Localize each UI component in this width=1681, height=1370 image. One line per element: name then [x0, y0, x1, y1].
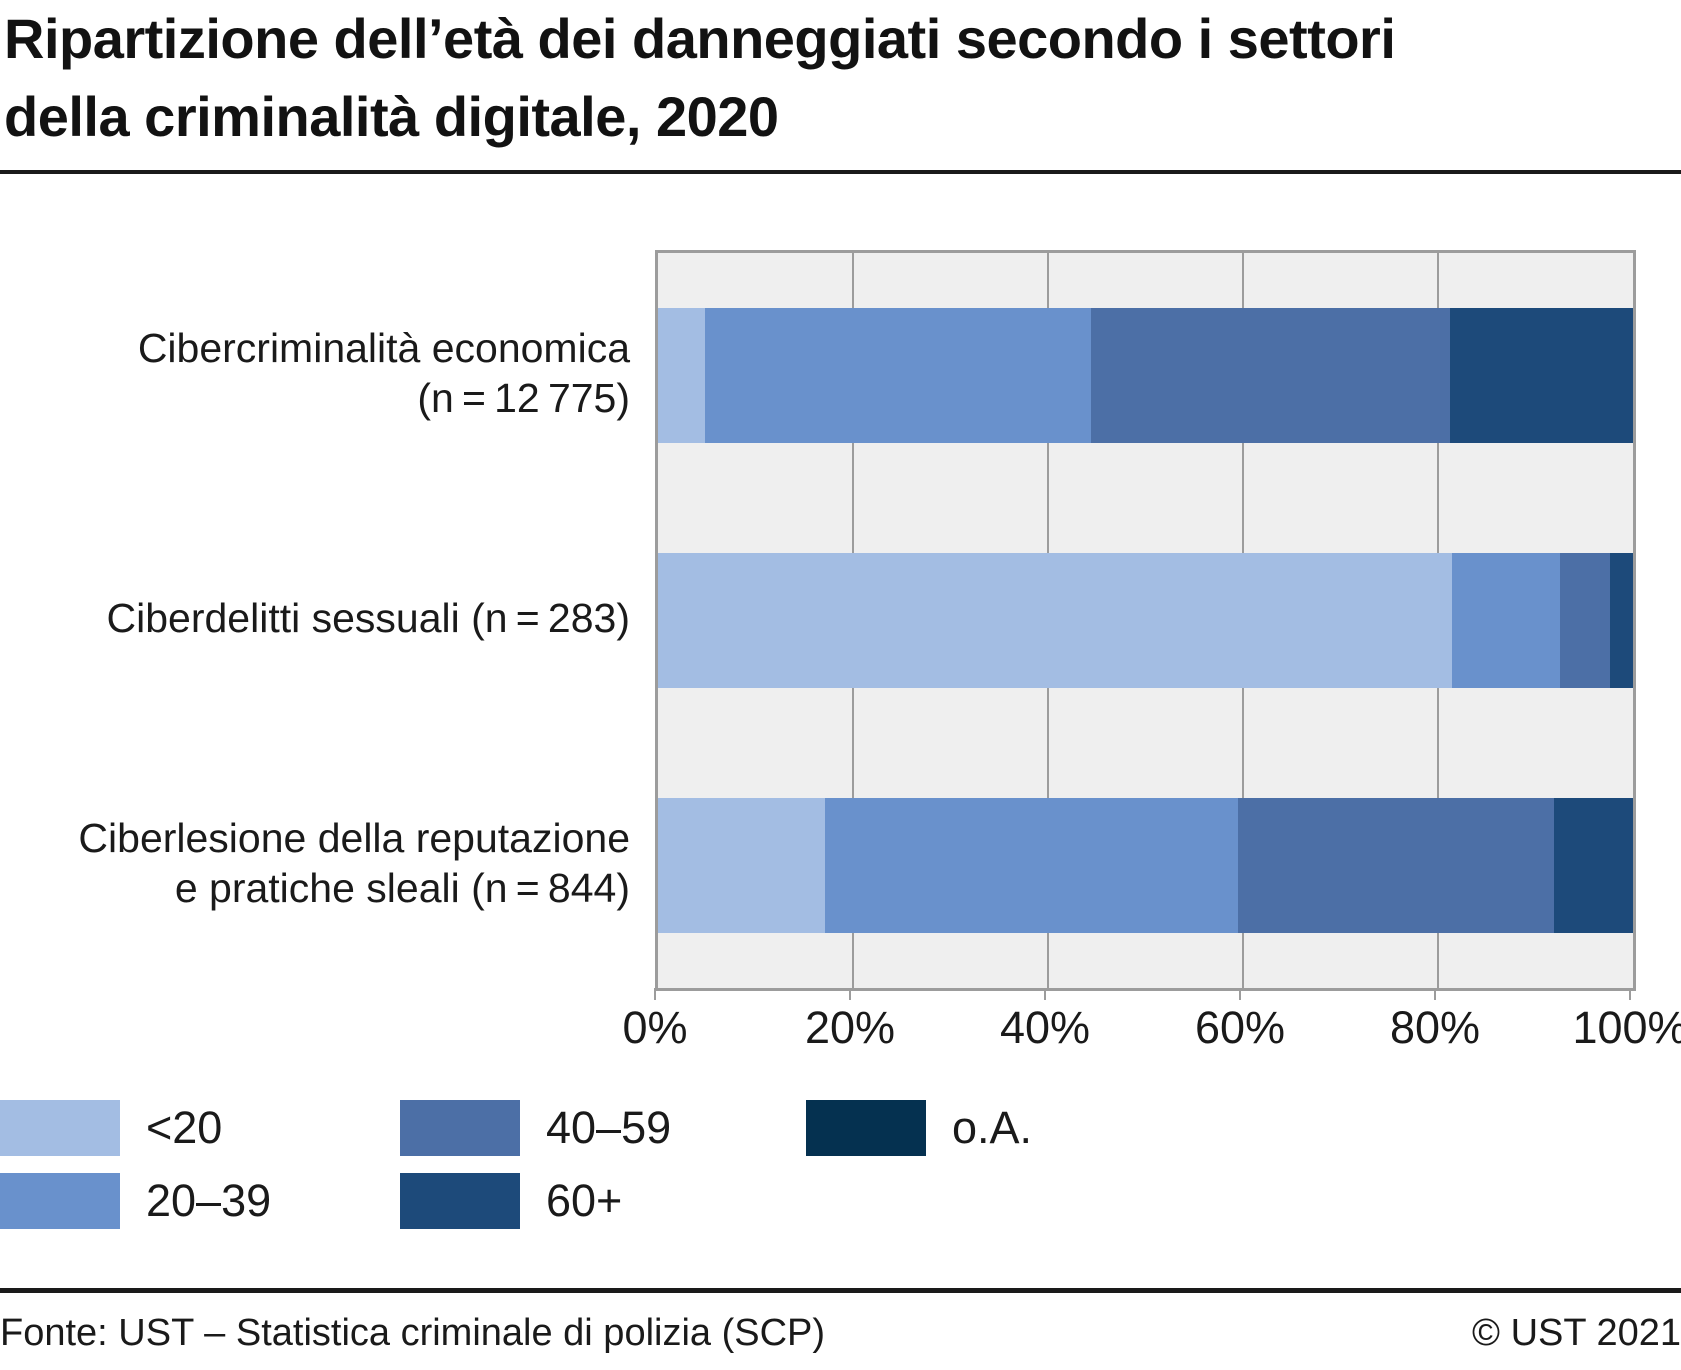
category-label-1: Cibercriminalità economica (n = 12 775) — [137, 324, 630, 421]
x-tick-label-80%: 80% — [1389, 1002, 1481, 1053]
bar-segment-<20 — [658, 798, 825, 933]
bar-segment-40–59 — [1090, 308, 1450, 443]
bar-segment-40–59 — [1559, 553, 1610, 688]
legend-label-40–59: 40–59 — [546, 1102, 672, 1153]
bar-segment-60+ — [1449, 308, 1633, 443]
bar-segment-60+ — [1609, 553, 1633, 688]
title-divider — [0, 170, 1681, 174]
x-tick-40% — [1044, 988, 1046, 1000]
x-tick-label-20%: 20% — [804, 1002, 896, 1053]
x-tick-100% — [1629, 988, 1631, 1000]
x-tick-label-0%: 0% — [622, 1002, 688, 1053]
legend-swatch-o.A. — [806, 1100, 926, 1156]
copyright-note: © UST 2021 — [1472, 1312, 1681, 1354]
plot-area — [655, 250, 1636, 991]
x-tick-20% — [849, 988, 851, 1000]
legend-swatch-20–39 — [0, 1173, 120, 1229]
x-tick-label-100%: 100% — [1572, 1002, 1681, 1053]
bar-row-3 — [658, 798, 1633, 933]
legend-label-60+: 60+ — [546, 1175, 623, 1226]
category-label-3: Ciberlesione della reputazione e pratich… — [78, 814, 630, 911]
source-note: Fonte: UST – Statistica criminale di pol… — [0, 1312, 826, 1354]
legend-label-o.A.: o.A. — [952, 1102, 1033, 1153]
bar-row-1 — [658, 308, 1633, 443]
category-label-2: Ciberdelitti sessuali (n = 283) — [106, 594, 630, 641]
footer: Fonte: UST – Statistica criminale di pol… — [0, 1312, 1681, 1355]
bar-segment-40–59 — [1238, 798, 1554, 933]
bar-segment-20–39 — [704, 308, 1091, 443]
legend-swatch-40–59 — [400, 1100, 520, 1156]
legend-label-20–39: 20–39 — [146, 1175, 272, 1226]
legend-swatch-<20 — [0, 1100, 120, 1156]
chart-title: Ripartizione dell’età dei danneggiati se… — [4, 7, 1396, 148]
bar-segment-20–39 — [1451, 553, 1560, 688]
bar-segment-60+ — [1554, 798, 1633, 933]
x-tick-80% — [1434, 988, 1436, 1000]
x-tick-label-60%: 60% — [1194, 1002, 1286, 1053]
x-tick-60% — [1239, 988, 1241, 1000]
bar-segment-20–39 — [824, 798, 1239, 933]
bar-segment-<20 — [658, 308, 705, 443]
legend-swatch-60+ — [400, 1173, 520, 1229]
x-tick-0% — [654, 988, 656, 1000]
bar-segment-<20 — [658, 553, 1452, 688]
bar-row-2 — [658, 553, 1633, 688]
legend-label-<20: <20 — [146, 1102, 223, 1153]
x-tick-label-40%: 40% — [999, 1002, 1091, 1053]
footer-divider — [0, 1288, 1681, 1293]
